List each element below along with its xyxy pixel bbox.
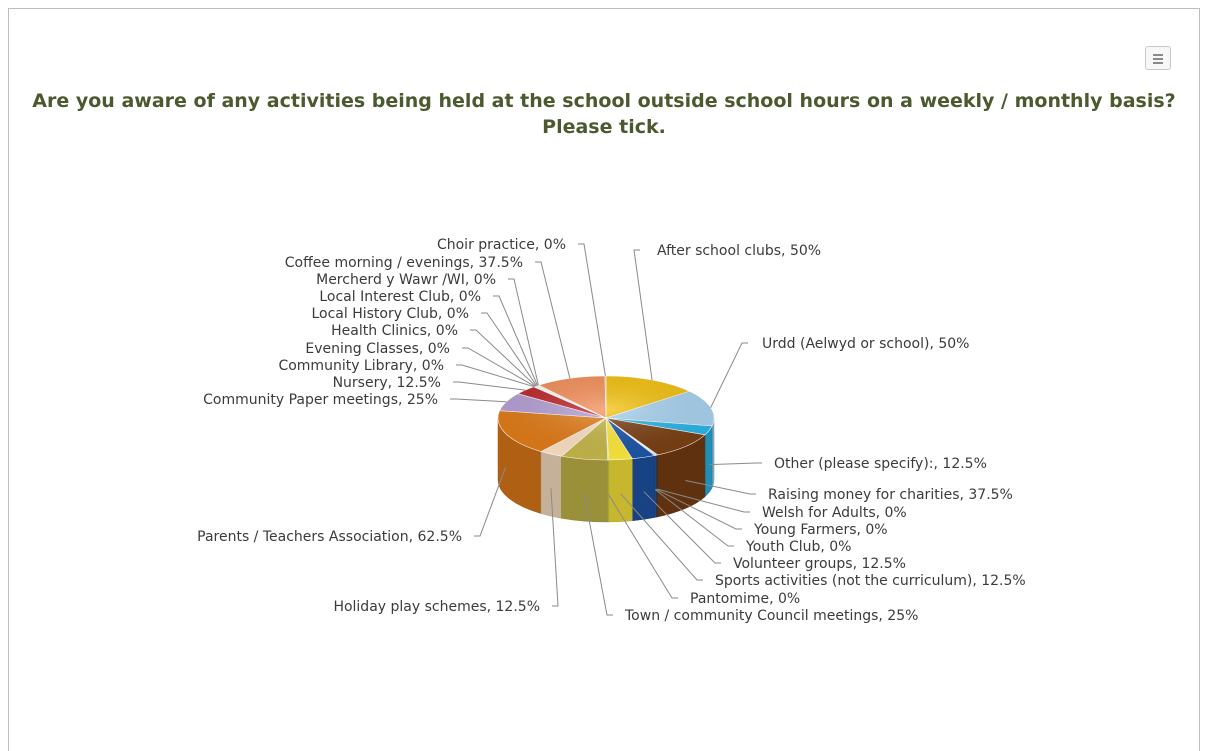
label-connector — [633, 249, 653, 381]
slice-data-label: Holiday play schemes, 12.5% — [333, 599, 540, 615]
slice-data-label: Youth Club, 0% — [745, 539, 851, 555]
pie-slice-side[interactable] — [711, 417, 715, 489]
data-labels: After school clubs, 50% Urdd (Aelwyd or s… — [197, 237, 1026, 624]
label-connector — [578, 243, 606, 377]
label-connector — [550, 488, 559, 607]
slice-data-label: Urdd (Aelwyd or school), 50% — [762, 336, 969, 352]
label-connector — [654, 489, 734, 547]
label-connector — [607, 493, 678, 599]
pie-top-sheen — [498, 376, 714, 460]
label-connector — [656, 488, 750, 513]
slice-data-label: Sports activities (not the curriculum), … — [715, 573, 1026, 589]
chart-title: Are you aware of any activities being he… — [32, 90, 1176, 138]
chart-menu-button[interactable] — [1145, 46, 1171, 70]
label-connector — [481, 312, 538, 387]
slice-data-label: Pantomime, 0% — [690, 591, 800, 607]
label-connector — [583, 493, 613, 616]
slice-data-label: Nursery, 12.5% — [333, 375, 441, 391]
slice-data-label: Choir practice, 0% — [437, 237, 566, 253]
label-connector — [470, 329, 537, 387]
label-connector — [643, 491, 721, 564]
slice-data-label: Evening Classes, 0% — [305, 341, 450, 357]
label-connector — [450, 398, 507, 403]
label-connector — [655, 488, 742, 530]
slice-data-label: Welsh for Adults, 0% — [762, 505, 907, 521]
label-connector — [620, 493, 703, 581]
slice-data-label: Volunteer groups, 12.5% — [733, 556, 906, 572]
label-connector — [456, 364, 535, 388]
label-connector — [493, 295, 538, 386]
label-connector — [710, 342, 748, 408]
pie-slice-side[interactable] — [540, 451, 562, 519]
label-connectors — [450, 243, 762, 616]
label-connector — [474, 467, 506, 537]
label-connector — [685, 479, 756, 495]
slice-data-label: After school clubs, 50% — [657, 243, 821, 259]
slice-data-label: Mercherd y Wawr /WI, 0% — [316, 272, 496, 288]
slice-data-label: Young Farmers, 0% — [753, 522, 888, 538]
slice-data-label: Coffee morning / evenings, 37.5% — [285, 255, 523, 271]
slice-data-label: Community Library, 0% — [278, 358, 444, 374]
slice-data-label: Town / community Council meetings, 25% — [624, 608, 918, 624]
pie-slice-side[interactable] — [561, 455, 608, 523]
label-connector — [462, 347, 536, 387]
label-connector — [453, 381, 526, 391]
slice-data-label: Community Paper meetings, 25% — [203, 392, 438, 408]
slice-data-label: Health Clinics, 0% — [331, 323, 458, 339]
slice-data-label: Other (please specify):, 12.5% — [774, 456, 987, 472]
label-connector — [508, 278, 539, 386]
pie-slice-side[interactable] — [608, 458, 633, 523]
label-connector — [535, 261, 571, 379]
slice-data-label: Local History Club, 0% — [311, 306, 469, 322]
pie-slice-side[interactable] — [607, 459, 610, 523]
slice-data-label: Parents / Teachers Association, 62.5% — [197, 529, 462, 545]
slice-data-label: Local Interest Club, 0% — [319, 289, 481, 305]
label-connector — [709, 462, 762, 466]
slice-data-label: Raising money for charities, 37.5% — [768, 487, 1013, 503]
pie-tops — [497, 375, 715, 461]
